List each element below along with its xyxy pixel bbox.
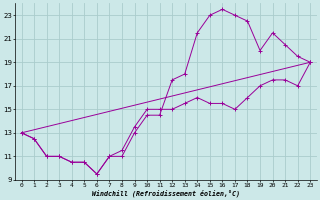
X-axis label: Windchill (Refroidissement éolien,°C): Windchill (Refroidissement éolien,°C) xyxy=(92,189,240,197)
